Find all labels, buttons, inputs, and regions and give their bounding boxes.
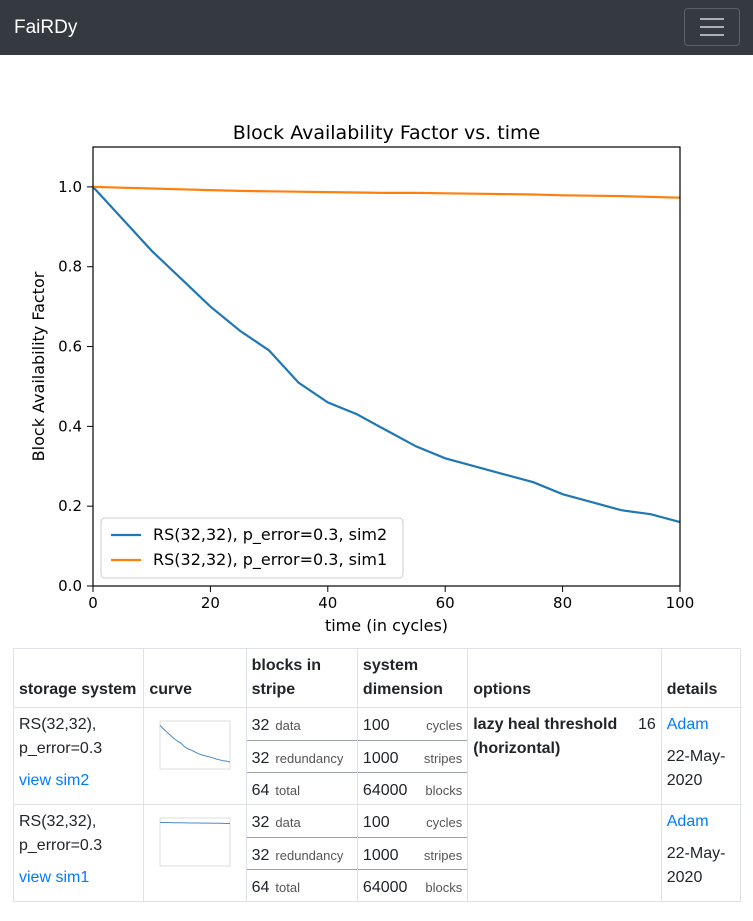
hamburger-icon xyxy=(700,18,724,20)
plot-frame xyxy=(92,146,681,587)
x-tick-label: 100 xyxy=(666,594,695,612)
curve-cell xyxy=(143,707,247,805)
x-tick-label: 0 xyxy=(88,594,98,612)
chart-title: Block Availability Factor vs. time xyxy=(233,122,540,144)
y-tick-label: 0.6 xyxy=(58,338,82,356)
header-curve: curve xyxy=(143,648,247,708)
dims-unit: cycles xyxy=(426,815,463,831)
options-cell: 16 lazy heal threshold (horizontal) xyxy=(467,707,662,805)
blocks-value: 32 xyxy=(251,846,270,864)
blocks-cell: 32 data 32 redundancy 64 total xyxy=(245,707,358,805)
header-blocks-in-stripe: blocks in stripe xyxy=(245,648,358,708)
x-tick-label: 40 xyxy=(318,594,337,612)
dimension-cell: 100 cycles 1000 stripes 64000 blocks xyxy=(356,707,469,805)
blocks-value: 64 xyxy=(251,781,270,799)
table-row: RS(32,32), p_error=0.3 view sim1 32 data 3… xyxy=(12,804,742,902)
blocks-unit: redundancy xyxy=(275,750,344,766)
dims-value: 1000 xyxy=(362,749,399,767)
y-tick-label: 0.2 xyxy=(58,497,82,515)
brand-logo[interactable]: FaiRDy xyxy=(14,16,78,38)
y-tick-label: 0.4 xyxy=(58,417,82,435)
blocks-unit: total xyxy=(275,879,300,895)
thumbnail-frame xyxy=(160,817,231,867)
blocks-value: 32 xyxy=(251,749,270,767)
option-label: lazy heal threshold (horizontal) xyxy=(473,716,618,757)
blocks-unit: data xyxy=(275,718,301,734)
curve-thumbnail[interactable] xyxy=(156,814,234,870)
options-cell xyxy=(467,804,662,902)
table-row: RS(32,32), p_error=0.3 view sim2 32 data 3… xyxy=(12,707,742,805)
dims-value: 1000 xyxy=(362,846,399,864)
x-tick-label: 60 xyxy=(436,594,455,612)
menu-toggle-button[interactable] xyxy=(684,8,740,46)
y-tick-label: 1.0 xyxy=(58,178,82,196)
legend-label: RS(32,32), p_error=0.3, sim1 xyxy=(153,550,387,570)
curve-thumbnail[interactable] xyxy=(156,717,234,773)
dims-unit: stripes xyxy=(423,847,463,863)
legend-box xyxy=(100,517,404,579)
x-tick-label: 80 xyxy=(553,594,572,612)
header-details: details xyxy=(660,648,742,708)
blocks-value: 32 xyxy=(251,717,270,735)
blocks-cell: 32 data 32 redundancy 64 total xyxy=(245,804,358,902)
storage-system-cell: RS(32,32), p_error=0.3 view sim2 xyxy=(12,707,145,805)
storage-system-label: RS(32,32), p_error=0.3 xyxy=(19,716,103,757)
author-link[interactable]: Adam xyxy=(666,716,709,733)
header-storage-system: storage system xyxy=(12,648,145,708)
blocks-value: 64 xyxy=(251,878,270,896)
series-line-2 xyxy=(92,185,681,199)
blocks-value: 32 xyxy=(251,814,270,832)
y-tick-label: 0.0 xyxy=(58,577,82,595)
blocks-unit: total xyxy=(275,782,300,798)
dims-value: 64000 xyxy=(362,781,408,799)
curve-cell xyxy=(143,804,247,902)
storage-system-label: RS(32,32), p_error=0.3 xyxy=(19,813,103,854)
y-axis-label: Block Availability Factor xyxy=(29,271,48,461)
storage-system-cell: RS(32,32), p_error=0.3 view sim1 xyxy=(12,804,145,902)
details-cell: Adam 22-May-2020 xyxy=(660,804,742,902)
date-label: 22-May-2020 xyxy=(666,845,726,886)
results-table: storage system curve blocks in stripe sy… xyxy=(12,648,742,902)
legend-label: RS(32,32), p_error=0.3, sim2 xyxy=(153,525,387,545)
view-sim-link[interactable]: view sim2 xyxy=(19,772,90,789)
view-sim-link[interactable]: view sim1 xyxy=(19,869,90,886)
header-options: options xyxy=(467,648,662,708)
x-tick-label: 20 xyxy=(201,594,220,612)
dims-unit: stripes xyxy=(423,750,463,766)
chart-legend: RS(32,32), p_error=0.3, sim2 RS(32,32), p… xyxy=(100,517,404,579)
dims-unit: cycles xyxy=(426,718,463,734)
option-value: 16 xyxy=(637,716,656,733)
thumbnail-line xyxy=(160,821,231,824)
header-system-dimension: system dimension xyxy=(356,648,469,708)
y-tick-label: 0.8 xyxy=(58,258,82,276)
dimension-cell: 100 cycles 1000 stripes 64000 blocks xyxy=(356,804,469,902)
table-header-row: storage system curve blocks in stripe sy… xyxy=(12,648,742,708)
thumbnail-frame xyxy=(160,720,231,770)
blocks-unit: redundancy xyxy=(275,847,344,863)
dims-unit: blocks xyxy=(425,879,463,895)
thumbnail-line xyxy=(159,725,231,763)
date-label: 22-May-2020 xyxy=(666,748,726,789)
blocks-unit: data xyxy=(275,815,301,831)
details-cell: Adam 22-May-2020 xyxy=(660,707,742,805)
series-line-1 xyxy=(92,186,681,524)
x-axis-label: time (in cycles) xyxy=(325,616,448,635)
navbar: FaiRDy xyxy=(0,0,753,55)
dims-value: 100 xyxy=(362,717,390,735)
dims-value: 64000 xyxy=(362,878,408,896)
dims-unit: blocks xyxy=(425,782,463,798)
author-link[interactable]: Adam xyxy=(666,813,709,830)
availability-chart: Block Availability Factor vs. time 0 20 40 6… xyxy=(29,122,695,635)
dims-value: 100 xyxy=(362,814,390,832)
